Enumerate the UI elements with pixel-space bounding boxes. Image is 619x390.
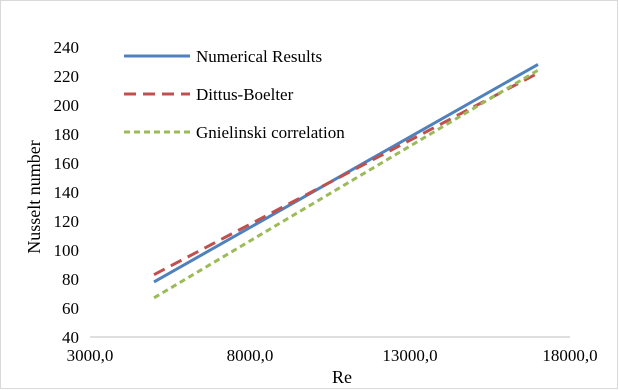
series-lines	[153, 63, 539, 300]
y-tick-label: 160	[54, 154, 80, 173]
y-axis-ticks: 40 60 80 100 120 140 160 180 200 220 240	[54, 38, 80, 347]
x-tick-label: 8000,0	[227, 346, 274, 365]
legend: Numerical Results Dittus-Boelter Gnielinsk…	[124, 47, 345, 142]
plot-area: 40 60 80 100 120 140 160 180 200 220 240 3000,0 800…	[54, 38, 598, 365]
x-tick-label: 13000,0	[382, 346, 437, 365]
y-tick-label: 100	[54, 241, 80, 260]
series-line-gnielinski-correlation	[153, 68, 539, 300]
y-tick-label: 140	[54, 183, 80, 202]
legend-label: Dittus-Boelter	[196, 85, 294, 104]
y-tick-label: 180	[54, 125, 80, 144]
x-axis-ticks: 3000,0 8000,0 13000,0 18000,0	[67, 346, 598, 365]
legend-label: Numerical Results	[196, 47, 322, 66]
y-tick-label: 240	[54, 38, 80, 57]
y-tick-label: 80	[62, 270, 79, 289]
y-tick-label: 200	[54, 96, 80, 115]
y-tick-label: 220	[54, 67, 80, 86]
x-tick-label: 18000,0	[542, 346, 597, 365]
legend-label: Gnielinski correlation	[196, 123, 345, 142]
y-tick-label: 60	[62, 299, 79, 318]
y-tick-label: 40	[62, 328, 79, 347]
x-tick-label: 3000,0	[67, 346, 114, 365]
x-axis-title: Re	[332, 367, 352, 387]
y-axis-title: Nusselt number	[24, 140, 44, 253]
y-tick-label: 120	[54, 212, 80, 231]
